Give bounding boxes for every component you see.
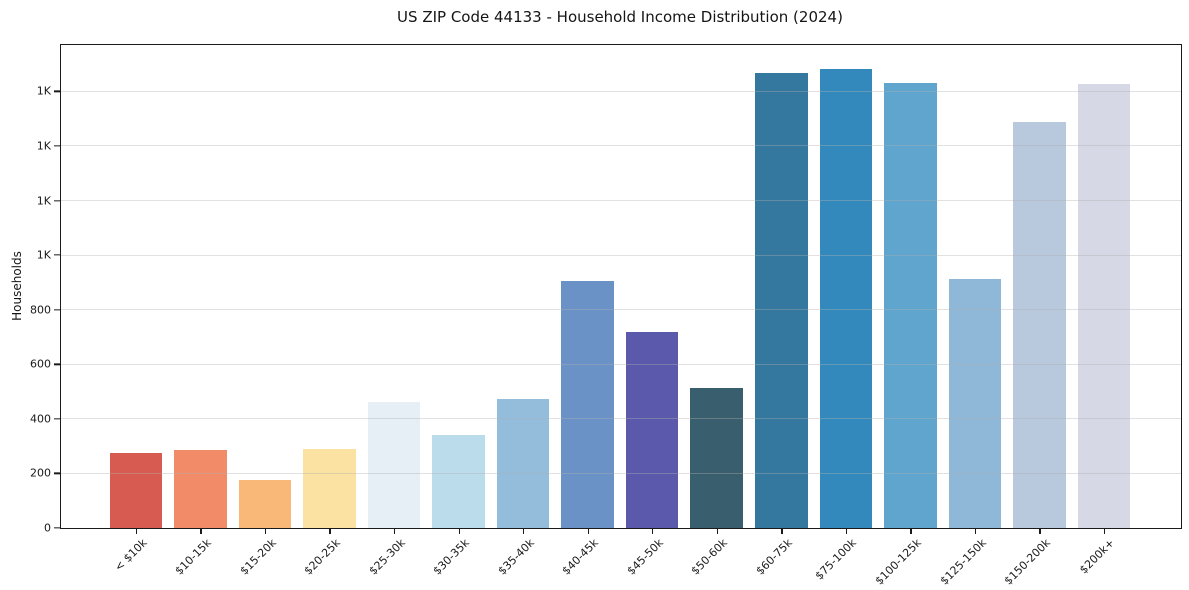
y-tick-label: 1K — [36, 194, 51, 208]
bar — [1013, 122, 1066, 528]
x-tick-label: $40-45k — [559, 536, 602, 578]
gridline — [61, 418, 1181, 420]
x-tick-mark — [716, 528, 718, 534]
gridline — [61, 472, 1181, 474]
y-tick-label: 1K — [36, 84, 51, 98]
x-tick-label: $100-125k — [872, 536, 924, 588]
x-tick-label: $50-60k — [688, 536, 731, 578]
bar — [432, 435, 485, 528]
y-tick-mark — [54, 90, 60, 93]
x-tick-mark — [910, 528, 912, 534]
x-tick-mark — [1104, 528, 1106, 534]
x-tick-mark — [523, 528, 525, 534]
gridline — [61, 254, 1181, 256]
y-tick-label: 1K — [36, 248, 51, 262]
x-tick-mark — [1039, 528, 1041, 534]
gridline — [61, 200, 1181, 202]
y-tick-label: 0 — [44, 521, 51, 535]
x-tick-mark — [393, 528, 396, 534]
y-tick-mark — [54, 363, 60, 365]
y-tick-mark — [54, 472, 60, 475]
bar — [496, 399, 550, 528]
x-tick-mark — [974, 528, 977, 534]
bar — [174, 449, 227, 528]
x-tick-mark — [587, 528, 589, 534]
x-tick-label: $200k+ — [1077, 536, 1118, 577]
x-tick-mark — [200, 528, 202, 534]
x-tick-label: $10-15k — [172, 536, 214, 578]
gridline — [61, 363, 1181, 365]
gridline — [61, 145, 1181, 147]
y-tick-mark — [54, 145, 60, 147]
chart-title: US ZIP Code 44133 - Household Income Dis… — [397, 8, 843, 26]
bar — [109, 452, 162, 528]
y-tick-label: 1K — [36, 139, 51, 153]
x-tick-label: $45-50k — [624, 536, 666, 578]
y-tick-label: 400 — [30, 412, 51, 426]
x-tick-label: $75-100k — [813, 536, 860, 583]
y-tick-mark — [54, 418, 60, 420]
x-tick-label: $30-35k — [430, 536, 472, 578]
bar — [819, 68, 873, 528]
bar — [238, 480, 292, 528]
x-tick-label: $25-30k — [366, 536, 408, 578]
x-tick-mark — [845, 528, 848, 534]
bar — [367, 401, 421, 528]
bar — [884, 83, 937, 528]
bar — [625, 332, 679, 528]
gridline — [61, 90, 1181, 92]
x-tick-mark — [329, 528, 331, 534]
y-tick-mark — [54, 199, 60, 202]
x-tick-label: $15-20k — [237, 536, 279, 578]
y-tick-mark — [54, 309, 60, 311]
y-tick-mark — [54, 254, 60, 256]
x-tick-label: $60-75k — [753, 536, 795, 578]
x-tick-label: $150-200k — [1001, 536, 1053, 588]
y-tick-label: 200 — [30, 466, 51, 480]
x-tick-label: $20-25k — [301, 536, 343, 578]
x-tick-mark — [264, 528, 267, 534]
bar — [1077, 83, 1131, 528]
bar — [948, 279, 1002, 528]
gridline — [61, 309, 1181, 311]
plot-area: < $10k $10-15k $15-20k $20-25k $25-30k $30-35… — [30, 44, 1182, 587]
x-tick-mark — [652, 528, 654, 534]
bar — [561, 281, 614, 528]
bar — [755, 73, 808, 528]
x-tick-mark — [135, 528, 138, 534]
x-tick-mark — [781, 528, 783, 534]
y-tick-label: 800 — [30, 303, 51, 317]
y-tick-label: 600 — [30, 357, 51, 371]
x-tick-mark — [458, 528, 460, 534]
bar — [303, 448, 356, 528]
bar — [690, 388, 743, 528]
y-tick-mark — [54, 527, 60, 529]
x-tick-label: $35-40k — [495, 536, 537, 578]
x-tick-label: $125-150k — [937, 536, 989, 588]
x-tick-label: < $10k — [111, 536, 150, 574]
